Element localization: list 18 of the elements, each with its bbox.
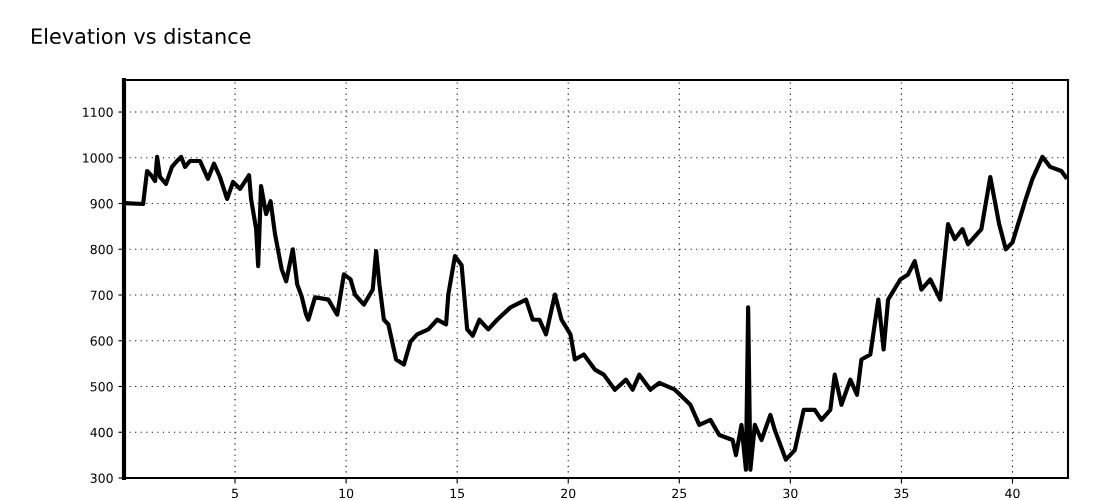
x-tick-label: 40 xyxy=(1005,488,1020,499)
x-tick-label: 10 xyxy=(339,488,354,499)
y-tick-label: 800 xyxy=(90,244,113,255)
y-tick-label: 400 xyxy=(90,427,113,438)
x-tick-label: 20 xyxy=(561,488,576,499)
y-tick-label: 1100 xyxy=(83,107,113,117)
y-tick-label: 700 xyxy=(90,290,113,300)
x-tick-label: 15 xyxy=(450,488,465,499)
y-tick-label: 1000 xyxy=(83,153,113,163)
y-tick-label: 900 xyxy=(90,198,113,209)
x-tick-label: 25 xyxy=(672,488,687,499)
y-tick-label: 500 xyxy=(90,381,113,392)
x-tick-label: 30 xyxy=(783,488,798,499)
x-tick-label: 5 xyxy=(232,488,238,499)
chart-title: Elevation vs distance xyxy=(32,27,251,45)
x-tick-label: 35 xyxy=(894,488,909,499)
y-tick-label: 600 xyxy=(90,336,113,346)
y-tick-label: 300 xyxy=(90,473,113,483)
